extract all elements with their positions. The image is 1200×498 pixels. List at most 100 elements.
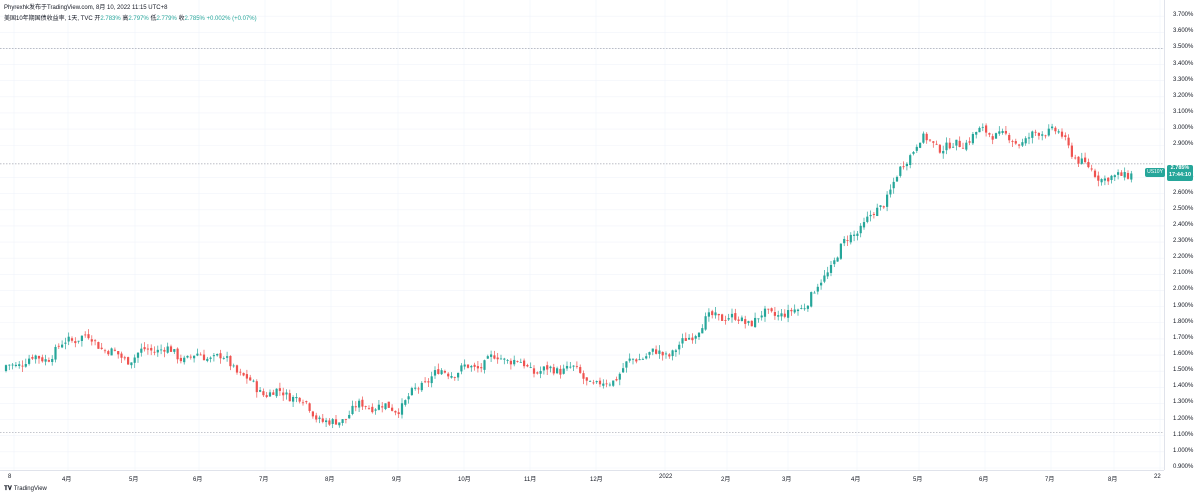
candle — [54, 344, 57, 363]
candle-body — [259, 390, 262, 392]
candle-body — [414, 387, 417, 389]
price-tick-label: 2.900% — [1173, 141, 1194, 148]
candle — [724, 315, 727, 325]
candle — [879, 205, 882, 211]
candle-body — [730, 313, 734, 318]
candle-body — [1080, 158, 1083, 164]
candle — [463, 359, 466, 370]
candle — [988, 132, 991, 138]
candle-body — [476, 366, 479, 369]
candle — [678, 341, 681, 355]
candle — [803, 303, 806, 311]
candle-body — [202, 354, 206, 361]
candle-body — [1107, 177, 1110, 182]
candle-body — [569, 366, 572, 368]
symbol-legend[interactable]: 美国10年期国债收益率, 1天, TVC 开2.783% 高2.797% 低2.… — [4, 13, 257, 22]
candle — [344, 418, 347, 424]
candle — [325, 417, 328, 427]
candle-body — [882, 206, 885, 208]
candle — [938, 144, 941, 154]
candle — [466, 364, 470, 369]
candle-body — [196, 353, 199, 356]
candle — [862, 217, 866, 230]
candle-body — [470, 366, 473, 368]
candle-body — [565, 365, 569, 369]
horizontal-levels — [0, 48, 1164, 433]
candle — [532, 365, 536, 378]
tradingview-logo[interactable]: 𝐓𝐕 TradingView — [4, 486, 47, 493]
candle-body — [899, 166, 902, 176]
candle — [704, 312, 707, 331]
candle — [1084, 152, 1087, 164]
price-tick-label: 1.400% — [1173, 383, 1194, 390]
candle-body — [480, 367, 483, 369]
candle — [1100, 178, 1103, 186]
candle-body — [14, 364, 17, 366]
candle-body — [1067, 137, 1070, 146]
candle — [100, 342, 103, 350]
candle-body — [430, 376, 433, 384]
candle — [813, 290, 816, 294]
candle-body — [1097, 175, 1100, 181]
candle — [575, 361, 578, 369]
candle-body — [447, 373, 450, 377]
candle-body — [64, 342, 67, 344]
candle — [4, 364, 8, 373]
candle-body — [490, 354, 493, 357]
candle-body — [734, 313, 737, 320]
candle — [773, 307, 776, 320]
candle-body — [80, 335, 83, 341]
candle — [70, 336, 74, 343]
candle-body — [678, 344, 681, 350]
candle — [381, 402, 384, 413]
candle-body — [747, 321, 750, 323]
candle-body — [945, 142, 948, 151]
candle — [371, 403, 374, 414]
price-chart[interactable] — [0, 0, 1164, 470]
candle — [744, 315, 747, 329]
candle-body — [816, 286, 819, 292]
candle — [635, 358, 638, 364]
candle-body — [87, 334, 90, 339]
candle-body — [740, 317, 743, 322]
candle-body — [255, 381, 258, 393]
candle-body — [707, 312, 710, 317]
candle-body — [249, 377, 252, 381]
candle-body — [305, 401, 308, 403]
candle — [318, 415, 321, 424]
candle — [334, 414, 338, 425]
candle-body — [176, 348, 179, 360]
candle — [143, 342, 146, 352]
candle — [582, 370, 585, 385]
price-axis[interactable]: 3.700% 3.600% 3.500% 3.400% 3.300% 3.200% 3.10… — [1164, 0, 1200, 470]
candle — [232, 363, 235, 368]
candle — [691, 333, 694, 344]
candle-body — [77, 340, 80, 342]
price-tick-label: 2.600% — [1173, 189, 1194, 196]
candle — [546, 361, 549, 376]
candle-body — [443, 371, 446, 373]
candle — [127, 356, 130, 365]
candle-body — [595, 381, 598, 383]
candle-body — [146, 348, 149, 350]
candle — [1090, 164, 1093, 172]
candle — [1097, 171, 1100, 187]
candle-body — [239, 371, 242, 373]
candle-body — [410, 388, 413, 396]
candle-body — [292, 396, 295, 402]
candle — [569, 361, 572, 369]
candle-body — [496, 357, 499, 360]
candle — [193, 355, 196, 363]
candle-body — [1120, 172, 1123, 176]
time-axis[interactable]: 8 4月 5月 6月 7月 8月 9月 10月 11月 12月 2022 2月 3月 4月 5月 6月 7月 8月… — [0, 470, 1164, 485]
candle-body — [796, 309, 800, 312]
candle-body — [1130, 173, 1133, 180]
candle — [612, 380, 615, 387]
candle-body — [44, 359, 47, 362]
candle-body — [866, 216, 869, 222]
candle-body — [226, 356, 229, 358]
candle — [219, 349, 222, 364]
candle-body — [1021, 142, 1024, 146]
candle-body — [955, 139, 958, 146]
candle — [120, 351, 123, 364]
